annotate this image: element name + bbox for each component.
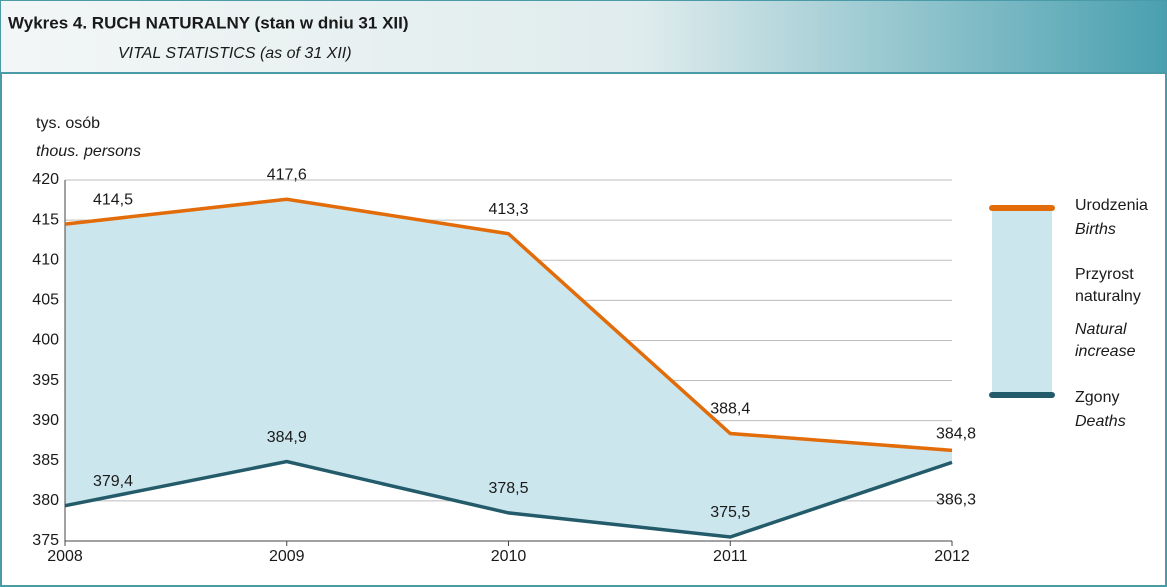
y-tick-label: 395 xyxy=(32,372,59,389)
x-tick-label: 2011 xyxy=(713,548,748,565)
legend-fill xyxy=(992,208,1052,395)
y-tick-label: 385 xyxy=(32,452,59,469)
legend-label: Przyrost xyxy=(1075,266,1134,283)
x-tick-label: 2012 xyxy=(934,548,970,565)
x-tick-label: 2010 xyxy=(491,548,527,565)
data-label: 384,9 xyxy=(267,429,307,446)
data-label: 384,8 xyxy=(936,426,976,443)
data-label: 417,6 xyxy=(267,166,307,183)
legend-label: Natural xyxy=(1075,321,1127,338)
data-label: 388,4 xyxy=(710,401,750,418)
legend-label: Urodzenia xyxy=(1075,197,1148,214)
y-tick-label: 375 xyxy=(32,532,59,549)
y-tick-label: 415 xyxy=(32,211,59,228)
chart-title: Wykres 4. RUCH NATURALNY (stan w dniu 31… xyxy=(8,13,409,32)
series-line xyxy=(64,197,953,453)
data-label: 379,4 xyxy=(93,473,133,490)
legend-label: increase xyxy=(1075,343,1136,360)
y-tick-label: 400 xyxy=(32,332,59,349)
y-tick-label: 380 xyxy=(32,492,59,509)
increase-area xyxy=(65,199,952,537)
y-tick-label: 410 xyxy=(32,251,59,268)
header xyxy=(1,1,1166,73)
data-label: 386,3 xyxy=(936,492,976,509)
legend-label: naturalny xyxy=(1075,288,1141,305)
data-label: 414,5 xyxy=(93,191,133,208)
x-tick-label: 2009 xyxy=(269,548,305,565)
series-line xyxy=(64,459,953,539)
data-label: 378,5 xyxy=(488,480,528,497)
legend-label: Zgony xyxy=(1075,389,1119,406)
data-label: 413,3 xyxy=(488,201,528,218)
y-tick-label: 405 xyxy=(32,292,59,309)
y-axis-label-en: thous. persons xyxy=(36,143,141,160)
legend-label: Births xyxy=(1075,221,1116,238)
y-tick-label: 390 xyxy=(32,412,59,429)
y-tick-label: 420 xyxy=(32,171,59,188)
y-axis-label: tys. osób xyxy=(36,115,100,132)
chart-subtitle: VITAL STATISTICS (as of 31 XII) xyxy=(118,45,352,62)
data-label: 375,5 xyxy=(710,504,750,521)
legend-label: Deaths xyxy=(1075,413,1126,430)
x-tick-label: 2008 xyxy=(47,548,83,565)
